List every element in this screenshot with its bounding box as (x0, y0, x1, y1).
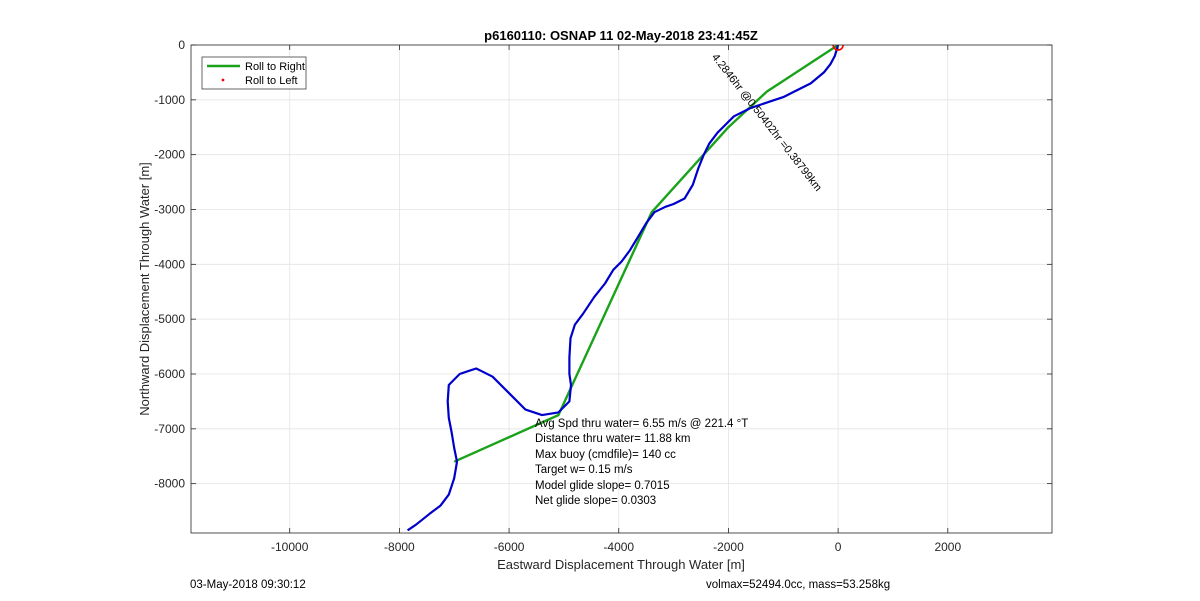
info-block: Avg Spd thru water= 6.55 m/s @ 221.4 °T … (535, 418, 748, 507)
y-tick-label: -8000 (154, 477, 185, 491)
legend-label-roll-left: Roll to Left (245, 75, 298, 87)
trajectory-line (406, 45, 840, 532)
x-tick-label: -8000 (384, 540, 415, 554)
y-tick-label: 0 (178, 38, 185, 52)
info-line: Max buoy (cmdfile)= 140 cc (535, 449, 676, 461)
info-line: Net glide slope= 0.0303 (535, 495, 656, 507)
x-tick-label: -6000 (494, 540, 525, 554)
chart-title: p6160110: OSNAP 11 02-May-2018 23:41:45Z (484, 28, 758, 43)
y-tick-label: -2000 (154, 148, 185, 162)
y-axis-label: Northward Displacement Through Water [m] (137, 162, 152, 416)
legend-label-roll-right: Roll to Right (245, 61, 305, 73)
y-tick-label: -3000 (154, 202, 185, 216)
info-line: Avg Spd thru water= 6.55 m/s @ 221.4 °T (535, 418, 748, 430)
y-tick-label: -5000 (154, 312, 185, 326)
plot-frame (190, 44, 1053, 534)
x-tick-label: -2000 (713, 540, 744, 554)
footer-left: 03-May-2018 09:30:12 (190, 579, 306, 591)
legend-box (201, 56, 307, 90)
y-tick-label: -4000 (154, 257, 185, 271)
x-axis-label: Eastward Displacement Through Water [m] (497, 557, 745, 572)
footer-right: volmax=52494.0cc, mass=53.258kg (706, 579, 890, 591)
y-tick-label: -7000 (154, 422, 185, 436)
info-line: Distance thru water= 11.88 km (535, 433, 690, 445)
x-tick-label: -4000 (603, 540, 634, 554)
info-line: Model glide slope= 0.7015 (535, 480, 670, 492)
x-tick-label: 2000 (934, 540, 961, 554)
x-tick-label: -10000 (271, 540, 309, 554)
y-tick-label: -6000 (154, 367, 185, 381)
legend: Roll to Right Roll to Left (201, 56, 307, 90)
series-line-roll-to-right (453, 45, 839, 463)
x-tick-label: 0 (835, 540, 842, 554)
axis-ticks: -10000 -8000 -6000 -4000 -2000 0 2000 0 -1000 -20… (154, 38, 1052, 554)
info-line: Target w= 0.15 m/s (535, 464, 633, 476)
plot-background (191, 45, 1052, 533)
legend-swatch-roll-left (221, 78, 225, 82)
y-tick-label: -1000 (154, 93, 185, 107)
